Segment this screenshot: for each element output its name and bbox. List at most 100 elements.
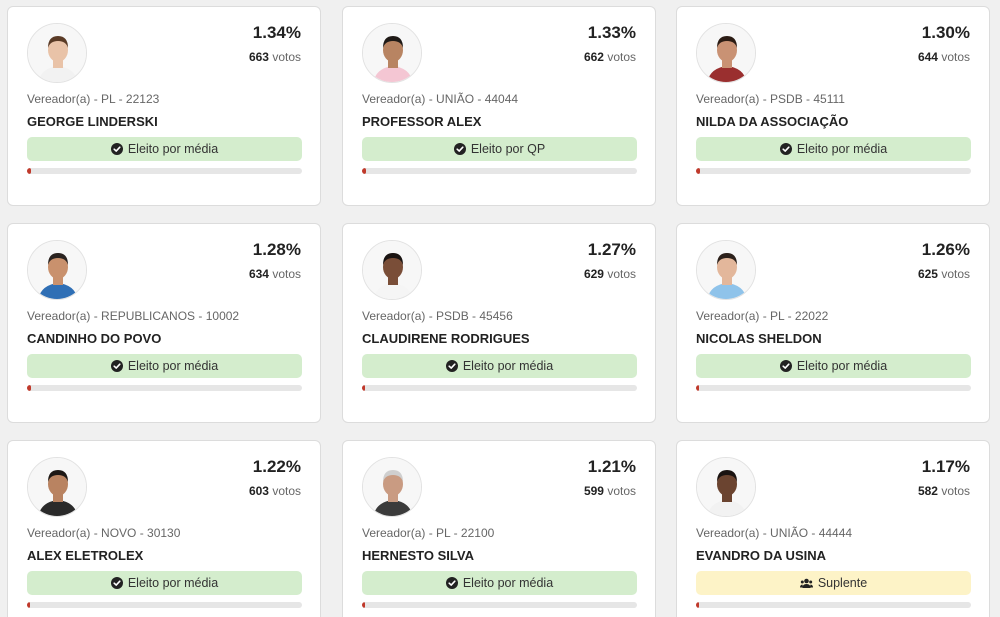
candidate-card[interactable]: 1.17% 582 votos Vereador(a) - UNIÃO - 4444… bbox=[676, 440, 990, 617]
status-badge: Eleito por média bbox=[27, 137, 302, 161]
status-badge: Eleito por média bbox=[27, 571, 302, 595]
vote-label: votos bbox=[272, 50, 301, 64]
candidate-party: Vereador(a) - PL - 22123 bbox=[27, 92, 160, 106]
candidate-avatar bbox=[696, 457, 756, 517]
candidate-avatar bbox=[362, 240, 422, 300]
vote-progress-bar bbox=[362, 602, 637, 608]
status-label: Eleito por média bbox=[462, 576, 554, 590]
candidate-card[interactable]: 1.22% 603 votos Vereador(a) - NOVO - 30130… bbox=[7, 440, 321, 617]
vote-number: 662 bbox=[583, 50, 604, 64]
candidate-avatar bbox=[696, 23, 756, 83]
vote-number: 599 bbox=[583, 484, 604, 498]
candidate-card[interactable]: 1.34% 663 votos Vereador(a) - PL - 22123 GE… bbox=[7, 6, 321, 206]
check-circle-icon bbox=[110, 577, 123, 589]
vote-number: 644 bbox=[917, 50, 938, 64]
candidate-avatar bbox=[27, 23, 87, 83]
vote-progress-fill bbox=[27, 385, 31, 391]
candidate-name: PROFESSOR ALEX bbox=[362, 114, 482, 129]
candidate-name: EVANDRO DA USINA bbox=[696, 548, 827, 563]
check-circle-icon bbox=[779, 143, 792, 155]
candidate-avatar bbox=[27, 457, 87, 517]
vote-number: 629 bbox=[583, 267, 604, 281]
check-circle-icon bbox=[445, 577, 458, 589]
candidate-name: GEORGE LINDERSKI bbox=[27, 114, 158, 129]
candidate-avatar bbox=[362, 457, 422, 517]
candidate-party: Vereador(a) - PL - 22022 bbox=[696, 309, 829, 323]
candidate-avatar bbox=[696, 240, 756, 300]
status-badge: Eleito por média bbox=[696, 354, 971, 378]
candidate-card[interactable]: 1.33% 662 votos Vereador(a) - UNIÃO - 4404… bbox=[342, 6, 656, 206]
vote-number: 582 bbox=[917, 484, 938, 498]
candidate-card[interactable]: 1.30% 644 votos Vereador(a) - PSDB - 45111… bbox=[676, 6, 990, 206]
candidate-party: Vereador(a) - PSDB - 45456 bbox=[362, 309, 513, 323]
vote-percentage: 1.28% bbox=[252, 240, 301, 259]
candidate-card[interactable]: 1.26% 625 votos Vereador(a) - PL - 22022 NI… bbox=[676, 223, 990, 423]
candidate-party: Vereador(a) - PSDB - 45111 bbox=[696, 92, 845, 106]
vote-label: votos bbox=[941, 50, 970, 64]
vote-label: votos bbox=[941, 267, 970, 281]
candidate-name: NICOLAS SHELDON bbox=[696, 331, 822, 346]
vote-count: 644 votos bbox=[918, 50, 970, 64]
vote-progress-fill bbox=[27, 602, 31, 608]
vote-percentage: 1.27% bbox=[587, 240, 636, 259]
candidate-avatar bbox=[362, 23, 422, 83]
vote-count: 663 votos bbox=[249, 50, 301, 64]
status-badge: Suplente bbox=[696, 571, 971, 595]
candidate-avatar bbox=[27, 240, 87, 300]
status-badge: Eleito por média bbox=[696, 137, 971, 161]
vote-number: 634 bbox=[248, 267, 269, 281]
vote-progress-bar bbox=[362, 168, 637, 174]
vote-count: 582 votos bbox=[918, 484, 970, 498]
check-circle-icon bbox=[779, 360, 792, 372]
status-label: Suplente bbox=[817, 576, 868, 590]
vote-count: 629 votos bbox=[584, 267, 636, 281]
vote-label: votos bbox=[941, 484, 970, 498]
vote-progress-bar bbox=[27, 602, 302, 608]
check-circle-icon bbox=[453, 143, 466, 155]
vote-count: 634 votos bbox=[249, 267, 301, 281]
vote-label: votos bbox=[607, 484, 636, 498]
candidate-card[interactable]: 1.27% 629 votos Vereador(a) - PSDB - 45456… bbox=[342, 223, 656, 423]
candidate-card[interactable]: 1.21% 599 votos Vereador(a) - PL - 22100 HE… bbox=[342, 440, 656, 617]
status-label: Eleito por média bbox=[796, 142, 888, 156]
vote-label: votos bbox=[607, 267, 636, 281]
vote-count: 625 votos bbox=[918, 267, 970, 281]
vote-progress-bar bbox=[696, 602, 971, 608]
vote-count: 599 votos bbox=[584, 484, 636, 498]
status-label: Eleito por QP bbox=[470, 142, 546, 156]
check-circle-icon bbox=[445, 360, 458, 372]
vote-count: 662 votos bbox=[584, 50, 636, 64]
vote-progress-bar bbox=[696, 168, 971, 174]
vote-label: votos bbox=[272, 267, 301, 281]
candidate-party: Vereador(a) - REPUBLICANOS - 10002 bbox=[27, 309, 240, 323]
status-label: Eleito por média bbox=[127, 359, 219, 373]
candidate-name: NILDA DA ASSOCIAÇÃO bbox=[696, 114, 849, 129]
vote-percentage: 1.33% bbox=[587, 23, 636, 42]
candidate-name: HERNESTO SILVA bbox=[362, 548, 474, 563]
status-badge: Eleito por média bbox=[362, 571, 637, 595]
vote-progress-fill bbox=[27, 168, 31, 174]
status-label: Eleito por média bbox=[127, 142, 219, 156]
vote-progress-fill bbox=[362, 168, 366, 174]
vote-number: 603 bbox=[248, 484, 269, 498]
candidate-name: ALEX ELETROLEX bbox=[27, 548, 144, 563]
vote-progress-fill bbox=[696, 602, 700, 608]
vote-progress-fill bbox=[696, 168, 700, 174]
vote-progress-bar bbox=[27, 168, 302, 174]
candidate-party: Vereador(a) - NOVO - 30130 bbox=[27, 526, 181, 540]
vote-percentage: 1.21% bbox=[587, 457, 636, 476]
vote-progress-bar bbox=[362, 385, 637, 391]
status-badge: Eleito por QP bbox=[362, 137, 637, 161]
vote-progress-fill bbox=[362, 385, 366, 391]
vote-percentage: 1.34% bbox=[252, 23, 301, 42]
candidate-card[interactable]: 1.28% 634 votos Vereador(a) - REPUBLICANOS… bbox=[7, 223, 321, 423]
status-badge: Eleito por média bbox=[27, 354, 302, 378]
vote-progress-fill bbox=[362, 602, 366, 608]
vote-percentage: 1.26% bbox=[921, 240, 970, 259]
vote-progress-bar bbox=[27, 385, 302, 391]
vote-number: 663 bbox=[248, 50, 269, 64]
status-label: Eleito por média bbox=[796, 359, 888, 373]
vote-number: 625 bbox=[917, 267, 938, 281]
status-badge: Eleito por média bbox=[362, 354, 637, 378]
